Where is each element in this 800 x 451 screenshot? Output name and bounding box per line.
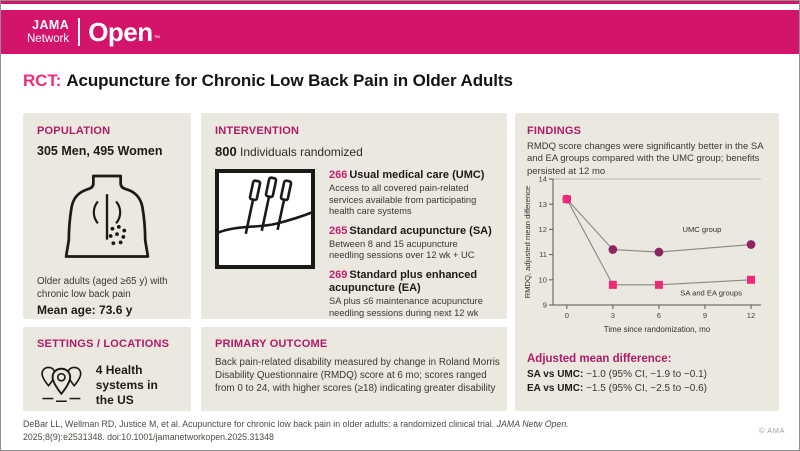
svg-text:9: 9 [703, 311, 707, 320]
svg-text:10: 10 [539, 275, 547, 284]
group-umc: 266 Usual medical care (UMC) Access to al… [329, 169, 493, 218]
population-demographics: 305 Men, 495 Women [37, 144, 163, 158]
svg-text:0: 0 [565, 311, 569, 320]
logo-divider [78, 18, 81, 46]
acupuncture-icon-wrap [215, 169, 315, 326]
primary-outcome-panel: PRIMARY OUTCOME Back pain-related disabi… [201, 327, 507, 411]
map-pins-icon [41, 366, 82, 402]
intervention-total: 800 [215, 144, 237, 159]
population-description: Older adults (aged ≥65 y) with chronic l… [37, 276, 168, 300]
logo-trademark: ™ [153, 35, 161, 42]
needle [260, 176, 278, 232]
comparison-value: −1.5 (95% CI, −2.5 to −0.6) [583, 382, 707, 394]
group-name: Standard plus enhanced acupuncture (EA) [329, 268, 478, 295]
primary-outcome-text: Back pain-related disability measured by… [215, 357, 500, 394]
intervention-groups: 266 Usual medical care (UMC) Access to al… [329, 169, 493, 326]
logo-open-text: Open [88, 17, 153, 47]
citation: DeBar LL, Wellman RD, Justice M, et al. … [23, 418, 663, 444]
group-description: SA plus ≤6 maintenance acupuncture needl… [329, 296, 483, 318]
citation-doi: 2025;8(9):e2531348. doi:10.1001/jamanetw… [23, 432, 274, 443]
pain-dots [108, 225, 127, 246]
copyright-ama: © AMA [759, 426, 785, 435]
findings-heading: FINDINGS [527, 125, 582, 137]
comparison-row: SA vs UMC: −1.0 (95% CI, −1.9 to −0.1) [527, 368, 707, 382]
svg-text:9: 9 [543, 301, 547, 310]
svg-text:SA and EA groups: SA and EA groups [680, 288, 742, 297]
header-band: JAMA Network Open ™ [1, 10, 799, 54]
svg-text:RMDQ, adjusted mean difference: RMDQ, adjusted mean difference [523, 186, 532, 299]
intervention-randomized: 800 Individuals randomized [215, 144, 493, 159]
findings-chart: 9 10 11 12 13 14 0 3 6 9 12 Time since randomizatio… [523, 175, 761, 334]
logo-stack: JAMA Network [27, 18, 70, 45]
svg-text:6: 6 [657, 311, 661, 320]
group-count: 266 [329, 169, 348, 181]
group-count: 269 [329, 268, 348, 281]
group-ea: 269 Standard plus enhanced acupuncture (E… [329, 269, 493, 319]
svg-text:13: 13 [539, 200, 547, 209]
study-type-tag: RCT: [23, 71, 62, 90]
svg-text:UMC group: UMC group [682, 225, 721, 234]
top-accent-rule [1, 1, 799, 4]
page-title: RCT: Acupuncture for Chronic Low Back Pai… [23, 71, 513, 91]
population-heading: POPULATION [37, 125, 111, 137]
needle [244, 179, 262, 235]
findings-panel: FINDINGS RMDQ score changes were signifi… [515, 113, 779, 411]
findings-summary: RMDQ score changes were significantly be… [527, 141, 764, 177]
group-name: Standard acupuncture (SA) [349, 224, 492, 237]
svg-text:11: 11 [539, 250, 547, 259]
comparison-label: EA vs UMC: [527, 382, 584, 394]
adjusted-heading: Adjusted mean difference: [527, 353, 672, 365]
group-description: Access to all covered pain-related servi… [329, 183, 477, 217]
group-description: Between 8 and 15 acupuncture needling se… [329, 238, 475, 261]
svg-text:12: 12 [539, 225, 547, 234]
svg-text:12: 12 [747, 311, 755, 320]
population-panel: POPULATION 305 Men, 495 Women Older adul… [23, 113, 191, 319]
svg-text:14: 14 [539, 175, 547, 184]
svg-text:Time since randomization, mo: Time since randomization, mo [604, 325, 711, 334]
back-pain-icon [64, 174, 150, 258]
title-text: Acupuncture for Chronic Low Back Pain in… [66, 71, 513, 90]
citation-journal: JAMA Netw Open. [496, 419, 569, 429]
needle [276, 179, 293, 231]
logo-network-text: Network [27, 32, 70, 45]
intervention-total-label: Individuals randomized [236, 145, 363, 159]
jama-network-open-logo: JAMA Network Open ™ [27, 18, 160, 46]
comparison-row: EA vs UMC: −1.5 (95% CI, −2.5 to −0.6) [527, 382, 707, 396]
acupuncture-needles-icon [215, 169, 315, 269]
citation-text: DeBar LL, Wellman RD, Justice M, et al. … [23, 419, 497, 429]
comparison-label: SA vs UMC: [527, 369, 584, 380]
population-icon-wrap [37, 162, 177, 270]
primary-outcome-heading: PRIMARY OUTCOME [215, 338, 328, 350]
adjusted-mean-difference-block: Adjusted mean difference: SA vs UMC: −1.… [527, 353, 707, 395]
intervention-heading: INTERVENTION [215, 125, 300, 137]
comparison-value: −1.0 (95% CI, −1.9 to −0.1) [583, 369, 707, 380]
group-name: Usual medical care (UMC) [349, 169, 485, 181]
intervention-panel: INTERVENTION 800 Individuals randomized [201, 113, 507, 319]
settings-text: 4 Health systems in the US [95, 362, 158, 407]
group-sa: 265 Standard acupuncture (SA) Between 8 a… [329, 225, 493, 262]
settings-heading: SETTINGS / LOCATIONS [37, 338, 170, 350]
svg-text:3: 3 [611, 311, 615, 320]
settings-panel: SETTINGS / LOCATIONS 4 Health systems in… [23, 327, 191, 411]
population-mean-age: Mean age: 73.6 y [37, 303, 133, 318]
group-count: 265 [329, 224, 348, 237]
logo-jama-text: JAMA [32, 18, 70, 33]
